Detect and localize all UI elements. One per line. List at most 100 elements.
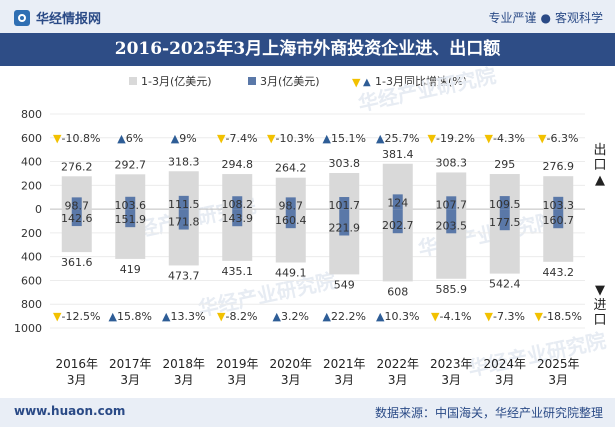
growth-value: -19.2% xyxy=(436,132,475,145)
triangle-down-icon: ▼ xyxy=(428,132,437,145)
growth-value: 10.3% xyxy=(385,310,420,323)
triangle-down-icon: ▼ xyxy=(485,310,494,323)
bar-import-month xyxy=(446,209,457,234)
footer: www.huaon.com 数据来源：中国海关，华经产业研究院整理 xyxy=(0,398,615,427)
bar-import-month xyxy=(71,209,82,227)
growth-value: -10.3% xyxy=(276,132,315,145)
label-export-cumulative: 318.3 xyxy=(168,155,200,168)
label-import-cumulative: 549 xyxy=(334,278,355,291)
y-tick-label: 600 xyxy=(21,132,42,145)
label-import-cumulative: 473.7 xyxy=(168,269,200,282)
growth-export-label: ▲15.1% xyxy=(323,132,366,145)
label-export-cumulative: 292.7 xyxy=(115,158,147,171)
growth-value: -4.3% xyxy=(493,132,525,145)
label-import-month: 142.6 xyxy=(61,212,93,225)
growth-value: -10.8% xyxy=(62,132,101,145)
bar-import-month xyxy=(553,209,564,229)
label-export-cumulative: 264.2 xyxy=(275,162,307,175)
label-import-cumulative: 449.1 xyxy=(275,267,307,280)
y-tick-label: 400 xyxy=(21,251,42,264)
growth-value: 9% xyxy=(179,132,196,145)
chart-title: 2016-2025年3月上海市外商投资企业进、出口额 xyxy=(0,33,615,66)
y-tick-label: 800 xyxy=(21,298,42,311)
growth-value: 25.7% xyxy=(385,132,420,145)
label-import-month: 143.9 xyxy=(222,212,254,225)
x-tick-label: 2023年 3月 xyxy=(430,357,473,387)
x-tick-label: 2024年 3月 xyxy=(483,357,526,387)
x-tick-label: 2025年 3月 xyxy=(537,357,580,387)
bar-export-month xyxy=(285,197,296,210)
y-tick-label: 400 xyxy=(21,156,42,169)
growth-import-label: ▲15.8% xyxy=(109,310,152,323)
label-import-month: 160.4 xyxy=(275,214,307,227)
growth-export-label: ▼-19.2% xyxy=(428,132,475,145)
label-import-cumulative: 435.1 xyxy=(222,265,254,278)
label-export-cumulative: 295 xyxy=(494,158,515,171)
legend-label-growth: 1-3月同比增速(%) xyxy=(375,74,467,88)
label-import-month: 160.7 xyxy=(543,214,575,227)
triangle-down-icon: ▼ xyxy=(217,132,226,145)
growth-value: -8.2% xyxy=(226,310,258,323)
growth-import-label: ▼-18.5% xyxy=(535,310,582,323)
label-export-cumulative: 303.8 xyxy=(329,157,361,170)
growth-import-label: ▲3.2% xyxy=(273,310,309,323)
bar-export-month xyxy=(392,194,403,210)
brand-name: 华经情报网 xyxy=(36,12,102,27)
label-export-cumulative: 294.8 xyxy=(222,158,254,171)
label-export-month: 107.7 xyxy=(436,198,468,211)
label-import-cumulative: 585.9 xyxy=(436,283,468,296)
growth-import-label: ▲10.3% xyxy=(376,310,419,323)
import-side-label: ▼进口 xyxy=(593,283,607,328)
dot-separator-icon: ● xyxy=(540,11,551,25)
triangle-up-icon: ▲ xyxy=(109,310,118,323)
watermark-text: 华经产业研究院 xyxy=(356,66,498,116)
triangle-up-icon: ▲ xyxy=(117,132,126,145)
site-url: www.huaon.com xyxy=(14,404,126,418)
growth-export-label: ▲9% xyxy=(171,132,197,145)
growth-labels: ▼-10.8% ▲6% ▲9% ▼-7.4% ▼-10.3% ▲15.1% ▲25.7% ▼-… xyxy=(53,132,582,323)
growth-export-label: ▼-10.3% xyxy=(267,132,314,145)
growth-value: -4.1% xyxy=(440,310,472,323)
growth-export-label: ▲6% xyxy=(117,132,143,145)
label-export-month: 108.2 xyxy=(222,198,254,211)
x-tick-label: 2018年 3月 xyxy=(162,357,205,387)
x-tick-label: 2019年 3月 xyxy=(216,357,259,387)
growth-value: -7.3% xyxy=(493,310,525,323)
label-export-month: 103.3 xyxy=(543,199,575,212)
value-labels: 276.298.7142.6361.6292.7103.6151.9419318… xyxy=(61,148,574,299)
bar-import-month xyxy=(499,209,510,231)
x-tick-label: 2022年 3月 xyxy=(376,357,419,387)
bar-import-month xyxy=(178,209,189,230)
triangle-down-icon: ▼ xyxy=(485,132,494,145)
y-tick-label: 200 xyxy=(21,179,42,192)
growth-import-label: ▼-7.3% xyxy=(485,310,525,323)
legend-label-month: 3月(亿美元) xyxy=(260,75,320,88)
label-export-month: 103.6 xyxy=(115,199,147,212)
bar-export-month xyxy=(339,197,350,210)
growth-value: 6% xyxy=(126,132,143,145)
triangle-down-icon: ▼ xyxy=(53,310,62,323)
triangle-up-icon: ▲ xyxy=(171,132,180,145)
growth-value: 3.2% xyxy=(281,310,309,323)
triangle-up-icon: ▲ xyxy=(376,132,385,145)
triangle-up-icon: ▲ xyxy=(273,310,282,323)
growth-export-label: ▼-7.4% xyxy=(217,132,257,145)
growth-import-label: ▲13.3% xyxy=(162,310,205,323)
label-export-month: 98.7 xyxy=(279,199,304,212)
bar-export-month xyxy=(553,196,564,210)
growth-value: 15.8% xyxy=(117,310,152,323)
bar-import-month xyxy=(125,209,136,228)
label-import-month: 221.9 xyxy=(329,221,361,234)
bar-export-month xyxy=(232,196,243,210)
triangle-down-icon: ▼ xyxy=(217,310,226,323)
brand-logo-icon xyxy=(14,9,30,26)
export-side-label: 出口▲ xyxy=(593,143,607,188)
growth-value: 15.1% xyxy=(331,132,366,145)
bar-export-month xyxy=(71,197,82,210)
growth-export-label: ▲25.7% xyxy=(376,132,419,145)
y-tick-label: 800 xyxy=(21,108,42,121)
growth-value: 22.2% xyxy=(331,310,366,323)
tagline: 专业严谨 ● 客观科学 xyxy=(488,9,603,26)
triangle-up-icon: ▲ xyxy=(376,310,385,323)
label-import-cumulative: 542.4 xyxy=(489,278,521,291)
